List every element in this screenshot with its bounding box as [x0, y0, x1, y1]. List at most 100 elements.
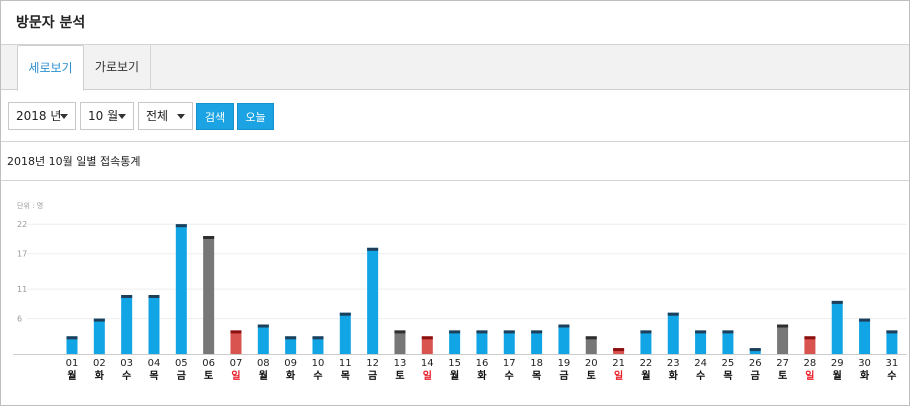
page-title: 방문자 분석 — [16, 15, 86, 31]
today-button[interactable]: 오늘 — [237, 103, 274, 130]
bar-cap — [695, 330, 707, 334]
bar-day-08[interactable] — [257, 324, 269, 355]
x-tick-weekday: 금 — [559, 370, 568, 382]
month-select-value: 10 월 — [88, 109, 119, 123]
bar-day-10[interactable] — [312, 336, 324, 354]
x-tick-day: 04 — [148, 358, 161, 369]
bar-cap — [93, 318, 105, 322]
x-tick-day: 28 — [804, 358, 817, 369]
x-tick-day: 08 — [257, 358, 270, 369]
filter-bar: 2018 년 10 월 전체 검색 오늘 — [1, 90, 909, 142]
x-tick-weekday: 토 — [395, 370, 404, 382]
bar-cap — [367, 247, 379, 251]
bar-day-14[interactable] — [421, 336, 433, 354]
bar-cap — [175, 224, 187, 228]
type-select[interactable]: 전체 — [138, 102, 193, 130]
x-tick-day: 19 — [558, 358, 571, 369]
chevron-down-icon — [60, 114, 68, 119]
month-select[interactable]: 10 월 — [80, 102, 134, 130]
type-select-value: 전체 — [146, 109, 169, 123]
bar-day-15[interactable] — [449, 330, 461, 354]
x-tick-weekday: 토 — [204, 370, 213, 382]
bar-day-31[interactable] — [886, 330, 898, 354]
x-tick-weekday: 금 — [751, 370, 760, 382]
bar-day-03[interactable] — [121, 295, 133, 354]
x-tick-day: 09 — [284, 358, 297, 369]
bar-day-27[interactable] — [777, 324, 789, 355]
tab-vertical-view[interactable]: 세로보기 — [17, 45, 84, 91]
y-tick-label: 17 — [17, 250, 27, 259]
x-tick-weekday: 수 — [887, 370, 896, 382]
bar-cap — [121, 295, 133, 298]
bar-day-18[interactable] — [531, 330, 543, 354]
bar-cap — [203, 236, 215, 239]
x-tick-day: 26 — [749, 358, 762, 369]
x-tick-day: 29 — [831, 358, 844, 369]
bar-cap — [640, 330, 652, 334]
bar-day-04[interactable] — [148, 295, 160, 354]
x-tick-day: 25 — [722, 358, 735, 369]
x-tick-weekday: 일 — [231, 369, 240, 382]
bar-day-17[interactable] — [503, 330, 515, 354]
bar-cap — [722, 330, 734, 334]
bar-cap — [585, 336, 597, 340]
section-title: 2018년 10월 일별 접속통계 — [7, 155, 141, 168]
bar-day-30[interactable] — [859, 318, 871, 354]
bar-day-12[interactable] — [367, 247, 379, 354]
x-tick-weekday: 목 — [341, 370, 350, 382]
x-tick-weekday: 화 — [860, 370, 870, 382]
bar-cap — [859, 318, 871, 322]
bar-day-28[interactable] — [804, 336, 816, 354]
bar-day-25[interactable] — [722, 330, 734, 354]
x-tick-weekday: 월 — [259, 370, 268, 382]
x-tick-day: 22 — [640, 358, 653, 369]
bar-cap — [667, 312, 679, 316]
x-tick-day: 05 — [175, 358, 188, 369]
title-bar: 방문자 분석 — [1, 1, 909, 45]
bar-day-29[interactable] — [831, 300, 843, 354]
x-tick-day: 23 — [667, 358, 680, 369]
bar-day-19[interactable] — [558, 324, 570, 355]
view-tabs: 세로보기 가로보기 — [1, 45, 909, 91]
x-tick-weekday: 일 — [614, 369, 623, 382]
bar-day-13[interactable] — [394, 330, 406, 354]
bar-cap — [394, 330, 406, 334]
bar-day-07[interactable] — [230, 330, 242, 354]
divider — [1, 180, 909, 181]
x-tick-day: 14 — [421, 358, 434, 369]
bar-day-20[interactable] — [585, 336, 597, 354]
x-tick-day: 18 — [530, 358, 543, 369]
bar-cap — [749, 348, 761, 352]
bar-day-11[interactable] — [339, 312, 351, 354]
bar-day-09[interactable] — [285, 336, 297, 354]
bar-day-24[interactable] — [695, 330, 707, 354]
chevron-down-icon — [118, 114, 126, 119]
search-button[interactable]: 검색 — [196, 103, 234, 130]
x-tick-day: 21 — [612, 358, 625, 369]
x-tick-day: 12 — [366, 358, 379, 369]
bar-day-01[interactable] — [66, 336, 78, 354]
x-tick-weekday: 일 — [423, 369, 432, 382]
bar-cap — [531, 330, 543, 334]
x-tick-day: 02 — [93, 358, 106, 369]
year-select[interactable]: 2018 년 — [8, 102, 76, 130]
bar-cap — [66, 336, 78, 340]
bar-day-23[interactable] — [667, 312, 679, 354]
unit-label: 단위 : 명 — [17, 201, 43, 210]
y-tick-label: 6 — [17, 315, 22, 324]
tab-horizontal-view[interactable]: 가로보기 — [84, 45, 151, 90]
bar-cap — [257, 324, 269, 328]
x-tick-day: 10 — [312, 358, 325, 369]
bar-day-16[interactable] — [476, 330, 488, 354]
bar-day-02[interactable] — [93, 318, 105, 354]
bar-cap — [804, 336, 816, 340]
bar-day-06[interactable] — [203, 236, 215, 354]
bar-cap — [449, 330, 461, 334]
x-tick-weekday: 월 — [67, 370, 76, 382]
bar-day-05[interactable] — [175, 224, 187, 354]
x-tick-weekday: 목 — [149, 370, 158, 382]
x-tick-weekday: 화 — [477, 370, 487, 382]
bar-day-22[interactable] — [640, 330, 652, 354]
